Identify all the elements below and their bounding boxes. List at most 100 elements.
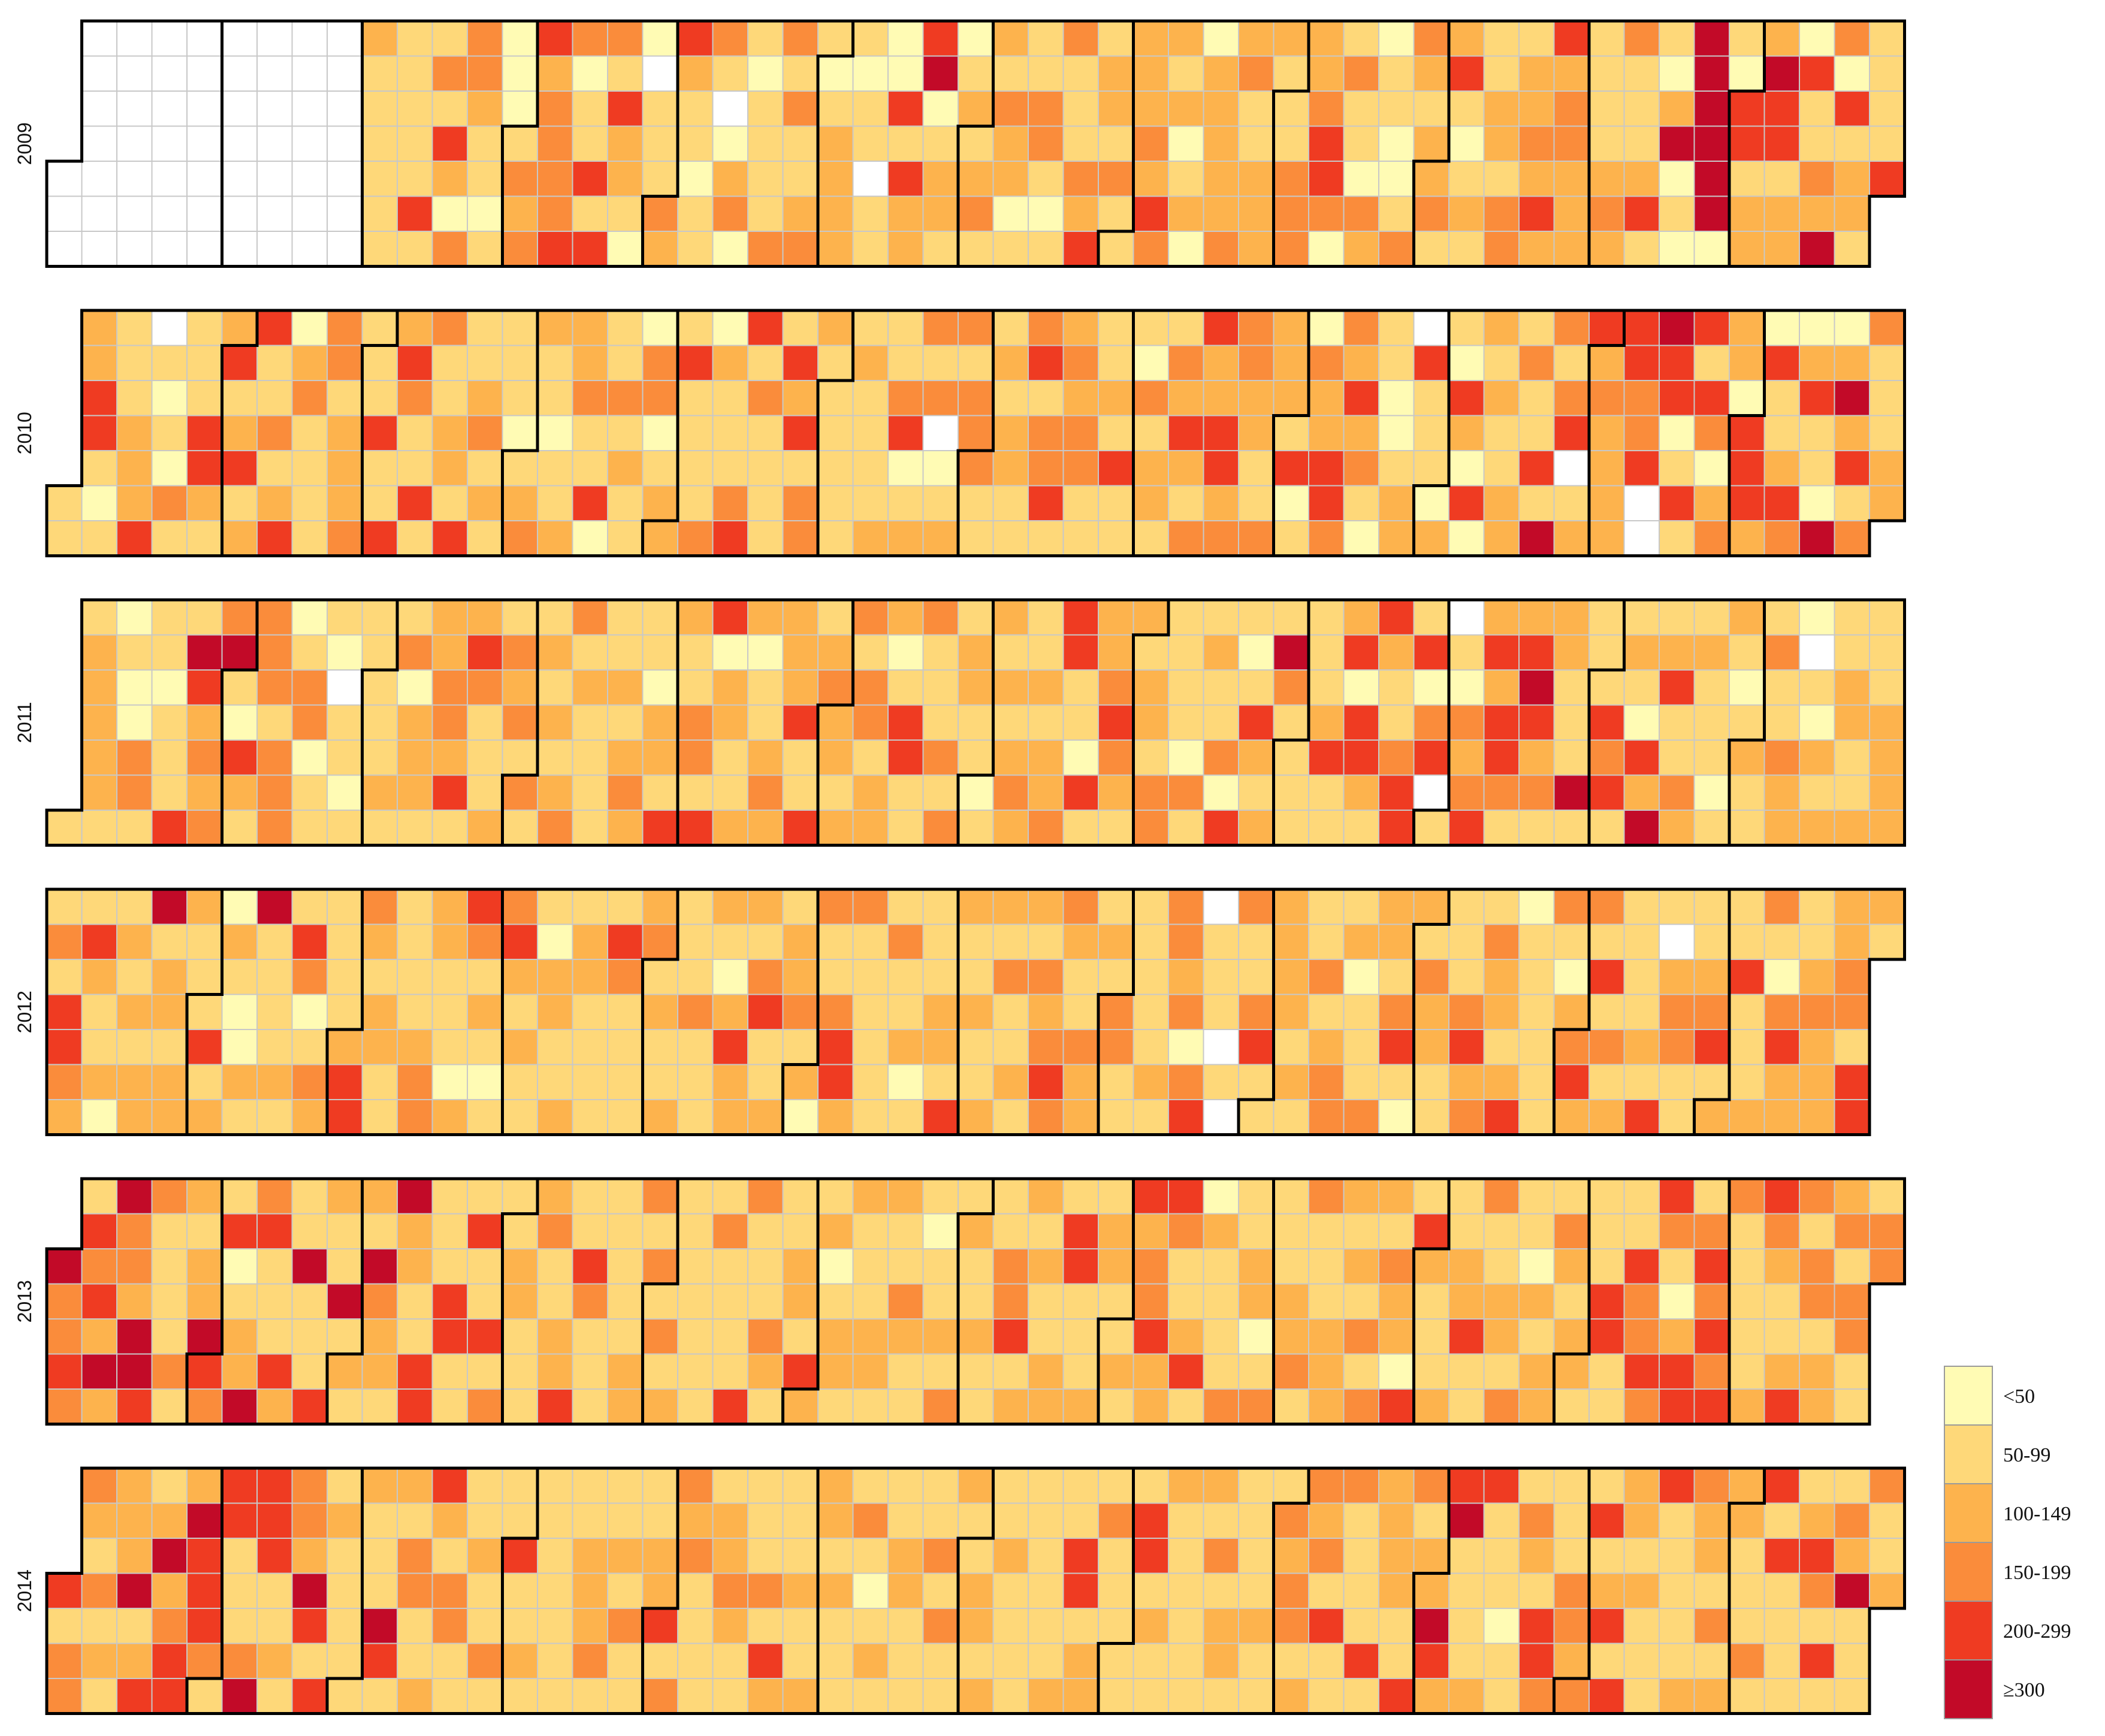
day-cell: [1623, 90, 1660, 127]
day-cell: [116, 923, 153, 960]
day-cell: [1273, 90, 1309, 127]
day-cell: [46, 195, 83, 232]
day-cell: [537, 1213, 573, 1249]
day-cell: [537, 1029, 573, 1065]
day-cell: [1028, 599, 1064, 636]
day-cell: [116, 1353, 153, 1390]
day-cell: [221, 739, 258, 776]
day-cell: [782, 739, 819, 776]
day-cell: [151, 520, 188, 557]
day-cell: [1483, 125, 1520, 162]
day-cell: [572, 1248, 608, 1285]
day-cell: [186, 1678, 223, 1714]
day-cell: [817, 1029, 854, 1065]
day-cell: [151, 1502, 188, 1539]
day-cell: [922, 1643, 959, 1679]
day-cell: [1763, 1502, 1800, 1539]
day-cell: [291, 55, 328, 92]
day-cell: [642, 55, 678, 92]
day-cell: [1448, 1213, 1485, 1249]
day-cell: [327, 415, 363, 451]
day-cell: [397, 1678, 433, 1714]
day-cell: [782, 1099, 819, 1136]
day-cell: [186, 1353, 223, 1390]
day-cell: [256, 90, 293, 127]
day-cell: [1343, 1502, 1379, 1539]
day-cell: [992, 55, 1029, 92]
day-cell: [1623, 1248, 1660, 1285]
day-cell: [1623, 1678, 1660, 1714]
day-cell: [1168, 1643, 1204, 1679]
day-cell: [397, 1318, 433, 1355]
day-cell: [1869, 774, 1905, 811]
day-cell: [1553, 485, 1590, 521]
day-cell: [1518, 310, 1555, 346]
day-cell: [537, 1064, 573, 1100]
day-cell: [1693, 1538, 1730, 1574]
day-cell: [81, 1283, 117, 1320]
day-cell: [1098, 669, 1134, 706]
day-cell: [782, 959, 819, 995]
day-cell: [291, 1502, 328, 1539]
day-cell: [186, 1318, 223, 1355]
year-label: 2011: [14, 702, 35, 743]
day-cell: [1799, 450, 1835, 487]
day-cell: [1483, 195, 1520, 232]
day-cell: [572, 161, 608, 197]
day-cell: [992, 889, 1029, 925]
day-cell: [1799, 889, 1835, 925]
day-cell: [1659, 310, 1695, 346]
day-cell: [922, 125, 959, 162]
legend-swatch: [1944, 1424, 1993, 1484]
day-cell: [1238, 1678, 1275, 1714]
day-cell: [1132, 1213, 1169, 1249]
day-cell: [1763, 450, 1800, 487]
day-cell: [992, 345, 1029, 381]
day-cell: [1763, 20, 1800, 57]
day-cell: [467, 1353, 503, 1390]
day-cell: [1028, 669, 1064, 706]
day-cell: [1588, 1353, 1625, 1390]
day-cell: [151, 1388, 188, 1425]
day-cell: [958, 1064, 994, 1100]
day-cell: [1623, 195, 1660, 232]
day-cell: [1448, 161, 1485, 197]
day-cell: [747, 1248, 784, 1285]
day-cell: [852, 669, 889, 706]
day-cell: [922, 55, 959, 92]
day-cell: [922, 1538, 959, 1574]
day-cell: [1659, 450, 1695, 487]
day-cell: [431, 1283, 468, 1320]
day-cell: [537, 1538, 573, 1574]
month-outline: [1728, 598, 1906, 847]
day-cell: [537, 810, 573, 846]
day-cell: [852, 195, 889, 232]
day-cell: [467, 1538, 503, 1574]
day-cell: [747, 923, 784, 960]
day-cell: [1273, 599, 1309, 636]
day-cell: [1623, 1608, 1660, 1644]
day-cell: [607, 739, 644, 776]
day-cell: [1028, 345, 1064, 381]
day-cell: [782, 195, 819, 232]
day-cell: [1518, 90, 1555, 127]
day-cell: [1729, 1029, 1765, 1065]
day-cell: [1413, 1318, 1449, 1355]
day-cell: [607, 994, 644, 1030]
day-cell: [1834, 310, 1870, 346]
day-cell: [572, 739, 608, 776]
day-cell: [852, 889, 889, 925]
day-cell: [1378, 889, 1415, 925]
day-cell: [782, 994, 819, 1030]
day-cell: [397, 485, 433, 521]
day-cell: [1028, 1178, 1064, 1215]
day-cell: [537, 310, 573, 346]
day-cell: [1448, 1029, 1485, 1065]
day-cell: [1343, 923, 1379, 960]
day-cell: [747, 634, 784, 671]
day-cell: [1273, 1318, 1309, 1355]
legend-label: 200-299: [2003, 1620, 2071, 1643]
day-cell: [712, 415, 748, 451]
day-cell: [747, 20, 784, 57]
day-cell: [992, 310, 1029, 346]
